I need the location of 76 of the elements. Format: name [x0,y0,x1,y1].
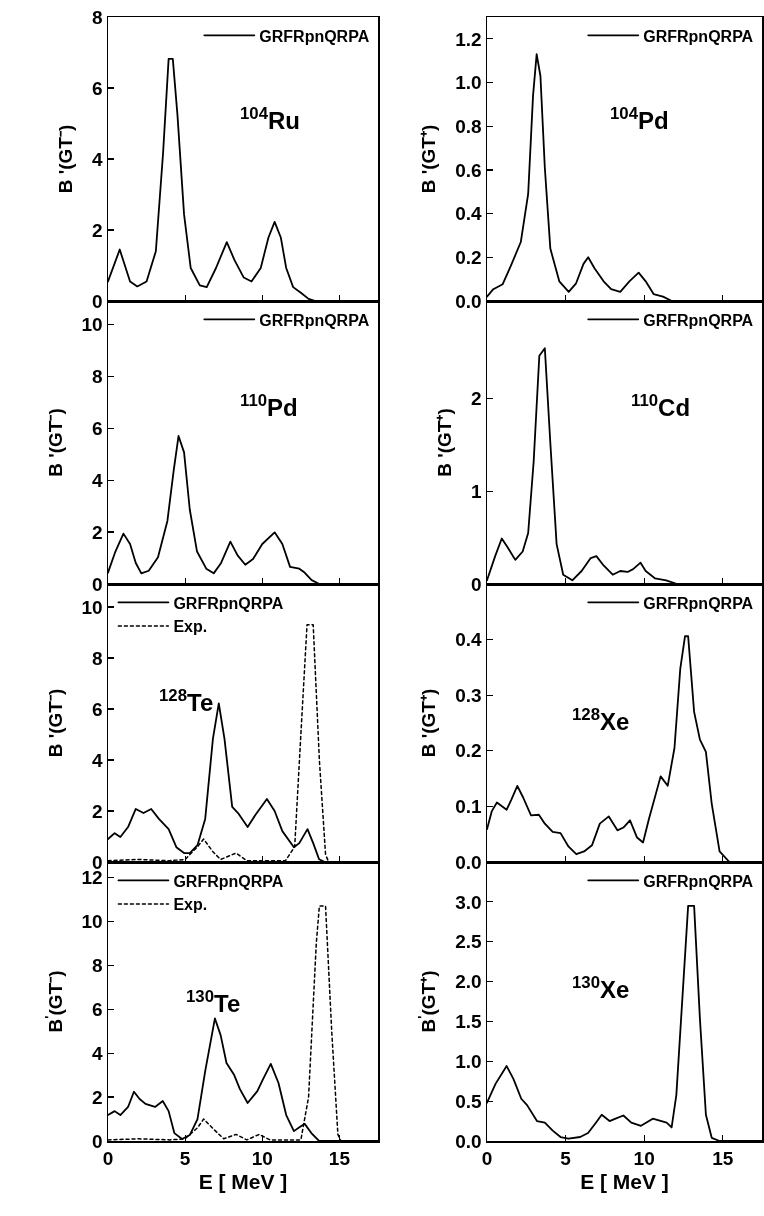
y-tick-label: 2 [92,219,103,241]
y-tick-label: 6 [92,998,103,1020]
y-tick-label: 10 [81,596,103,618]
legend-label: Exp. [173,896,208,914]
annotation: $^{104}$Pd [610,104,669,135]
x-tick-label: 5 [179,1148,191,1170]
y-tick-label: 6 [92,77,103,99]
annotation: $^{128}$Xe [572,705,630,736]
y-tick-label: 2 [92,1086,103,1108]
y-axis-title: B '(GT⁺) [434,408,456,477]
y-axis-title: B '(GT⁻) [55,124,77,194]
y-tick-label: 8 [92,954,103,976]
y-tick-label: 8 [92,6,103,28]
y-tick-label: 6 [92,698,103,720]
legend-label: GRFRpnQRPA [643,594,754,612]
legend-label: GRFRpnQRPA [643,27,754,45]
y-tick-label: 4 [92,749,104,771]
legend-label: GRFRpnQRPA [259,311,370,329]
x-axis-title: E [ MeV ] [198,1170,288,1194]
annotation: $^{110}$Cd [631,391,691,422]
y-tick-label: 2 [92,800,103,822]
y-tick-label: 0.0 [455,290,482,312]
legend-label: GRFRpnQRPA [259,27,370,45]
annotation: $^{130}$Te [186,987,241,1018]
legend-label: GRFRpnQRPA [173,872,284,890]
y-tick-label: 10 [81,314,103,336]
y-axis-title: B '(GT⁺) [418,688,440,758]
annotation: $^{128}$Te [159,686,214,717]
legend-label: GRFRpnQRPA [173,594,284,612]
y-tick-label: 0.2 [455,740,482,762]
y-tick-label: 1.5 [455,1011,483,1033]
y-tick-label: 4 [92,469,104,491]
x-axis-title: E [ MeV ] [580,1170,669,1194]
x-tick-label: 10 [633,1148,655,1170]
y-tick-label: 0.0 [455,1130,482,1152]
x-tick-label: 10 [251,1148,273,1170]
y-tick-label: 0 [92,573,103,595]
y-axis-title: B '(GT⁻) [44,408,66,477]
y-tick-label: 0.2 [455,246,482,268]
annotation: $^{110}$Pd [240,391,298,422]
annotation: $^{104}$Ru [240,104,300,135]
y-tick-label: 0.4 [455,203,483,225]
y-tick-label: 0 [92,290,103,312]
y-tick-label: 1.0 [455,1050,482,1072]
y-tick-label: 0.3 [455,684,482,706]
y-tick-label: 6 [92,417,103,439]
y-tick-label: 4 [92,148,104,170]
y-tick-label: 0.6 [455,159,482,181]
legend-label: GRFRpnQRPA [643,872,754,890]
x-tick-label: 15 [712,1148,734,1170]
y-tick-label: 2 [92,521,103,543]
y-tick-label: 3.0 [455,891,482,913]
y-axis-title: B '(GT⁺) [418,124,440,194]
y-tick-label: 8 [92,647,103,669]
y-tick-label: 0 [471,573,482,595]
y-tick-label: 0.5 [455,1090,483,1112]
legend-label: Exp. [173,618,208,636]
y-tick-label: 0.4 [455,629,483,651]
y-tick-label: 10 [81,910,103,932]
y-tick-label: 4 [92,1042,104,1064]
y-tick-label: 0.0 [455,851,482,873]
y-tick-label: 0.8 [455,115,482,137]
y-tick-label: 1.2 [455,28,482,50]
x-tick-label: 15 [328,1148,351,1170]
legend-label: GRFRpnQRPA [643,311,754,329]
y-tick-label: 2.0 [455,971,482,993]
x-tick-label: 5 [560,1148,572,1170]
y-axis-title: B '(GT⁻) [44,688,66,758]
y-tick-label: 1.0 [455,72,482,94]
annotation: $^{130}$Xe [572,973,630,1004]
y-tick-label: 2 [471,388,482,410]
y-tick-label: 1 [471,480,483,502]
y-tick-label: 0.1 [455,796,483,818]
y-tick-label: 2.5 [455,931,483,953]
y-tick-label: 0 [92,1130,103,1152]
y-tick-label: 8 [92,365,103,387]
